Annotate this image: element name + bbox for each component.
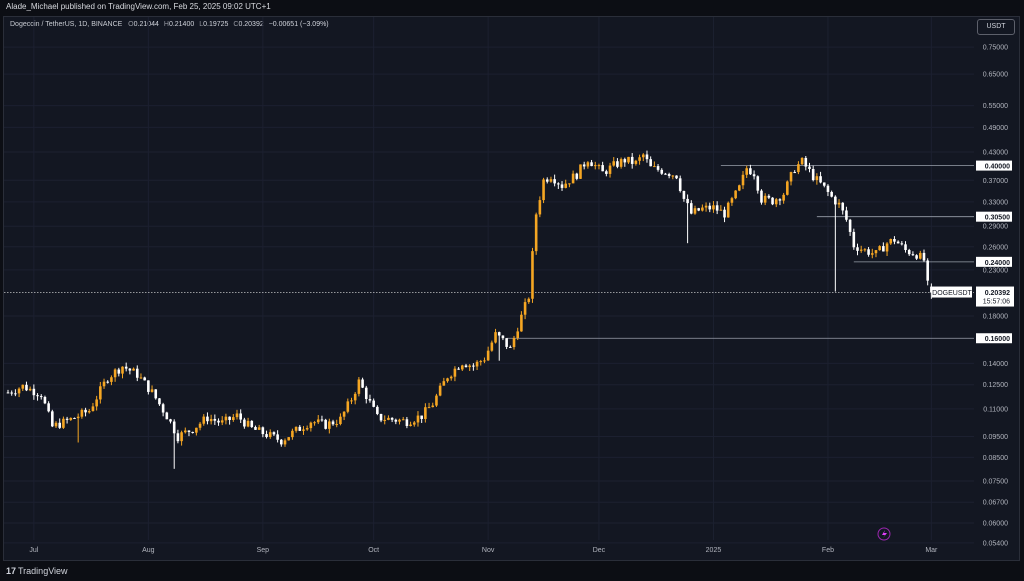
symbol-legend: Dogecoin / TetherUS, 1D, BINANCE O0.2104… [10, 21, 332, 28]
tradingview-logo[interactable]: 17 TradingView [6, 566, 68, 576]
publish-bar: Alade_Michael published on TradingView.c… [0, 0, 1024, 15]
high-label: H [163, 21, 169, 28]
footer-bar: 17 TradingView [0, 562, 1024, 581]
high-value: 0.21400 [168, 21, 195, 28]
currency-button[interactable]: USDT [977, 19, 1015, 35]
logo-mark: 17 [6, 566, 17, 576]
open-value: 0.21044 [133, 21, 159, 28]
close-value: 0.20392 [238, 21, 264, 28]
logo-text: TradingView [18, 566, 68, 576]
close-label: C [233, 21, 239, 28]
low-value: 0.19725 [203, 21, 229, 28]
change-value: −0.00651 (−3.09%) [268, 21, 329, 28]
low-label: L [199, 21, 204, 28]
publish-info: Alade_Michael published on TradingView.c… [6, 2, 271, 11]
chart-panel[interactable] [3, 16, 1020, 561]
symbol-name: Dogecoin / TetherUS, 1D, BINANCE [10, 21, 123, 28]
open-label: O [128, 21, 134, 28]
